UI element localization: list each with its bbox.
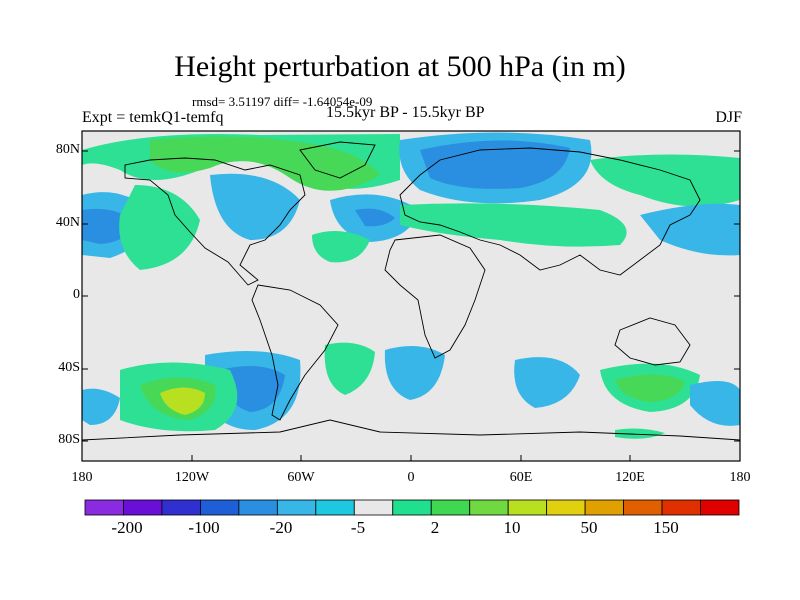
continent-outlines [82,141,740,441]
antarctica-outline [82,419,740,441]
colorbar-swatch [469,499,509,516]
lon-label-120e: 120E [615,470,645,485]
blue-region-south-atlantic-east [384,346,445,400]
africa-outline [384,234,486,359]
australia-outline [614,317,691,366]
colorbar [84,499,740,516]
colorbar-swatch [238,499,278,516]
colorbar-swatch [84,499,124,516]
lon-label-180w: 180 [71,470,93,485]
colorbar-swatch [430,499,471,516]
green-region-west-north-america [119,185,200,270]
lat-label-40s: 40S [58,360,80,375]
colorbar-swatch [661,499,701,516]
green-region-north-america [150,136,380,191]
colorbar-swatch [315,499,355,516]
colorbar-swatch [623,499,663,516]
lat-label-80n: 80N [55,142,80,157]
yellow-region-south-pacific-core [160,387,205,415]
blue-region-south-pacific-west [82,388,120,425]
north-america-outline [124,157,306,286]
blue-region-west-pacific [640,203,740,256]
colorbar-swatch [123,499,163,516]
blue-region-south-east-pacific [690,381,740,426]
colorbar-swatch [276,499,317,516]
axis-ticks [81,150,741,461]
colorbar-label: -5 [350,518,366,537]
colorbar-swatch [161,499,201,516]
colorbar-swatch [546,499,586,516]
colorbar-swatch [200,499,240,516]
colorbar-label: 10 [503,518,521,537]
colorbar-label: -200 [111,518,143,537]
blue-region-southern-indian [514,357,580,408]
lat-label-80s: 80S [58,432,80,447]
green-region-antarctic-coast [615,428,665,439]
green-region-eurasia-south [400,203,627,247]
colorbar-swatch [584,499,624,516]
lat-label-0: 0 [73,287,80,302]
lat-label-40n: 40N [55,215,80,230]
colorbar-label: -20 [269,518,293,537]
period-label: 15.5kyr BP - 15.5kyr BP [326,104,485,121]
colorbar-swatch [507,499,548,516]
map-plot-area [82,131,740,461]
colorbar-label: 2 [430,518,440,537]
lightgreen-region-southern-indian-core [615,374,685,402]
lon-label-120w: 120W [174,470,210,485]
experiment-label: Expt = temkQ1-temfq [82,109,224,126]
colorbar-swatch [353,499,394,516]
lon-label-0: 0 [407,470,415,485]
blue-region-siberia-core [420,140,570,189]
colorbar-swatch [392,499,432,516]
green-region-east-asia-north [590,154,740,207]
lon-label-180e: 180 [729,470,751,485]
colorbar-label: 150 [653,518,679,537]
blue-region-mid-atlantic-core [355,208,395,227]
colorbar-swatch [700,499,740,516]
colorbar-label: 50 [580,518,598,537]
green-region-south-atlantic [324,342,375,395]
greenland-outline [299,141,376,179]
south-america-outline [251,284,339,421]
lon-label-60e: 60E [509,470,533,485]
colorbar-label: -100 [188,518,220,537]
season-label: DJF [715,109,742,126]
blue-region-hudson [210,173,300,240]
green-region-atlantic-subtropics [312,231,370,263]
eurasia-outline [399,147,701,276]
map-title: Height perturbation at 500 hPa (in m) [174,50,626,83]
lon-label-60w: 60W [287,470,315,485]
stats-text: rmsd= 3.51197 diff= -1.64054e-09 [192,94,373,109]
